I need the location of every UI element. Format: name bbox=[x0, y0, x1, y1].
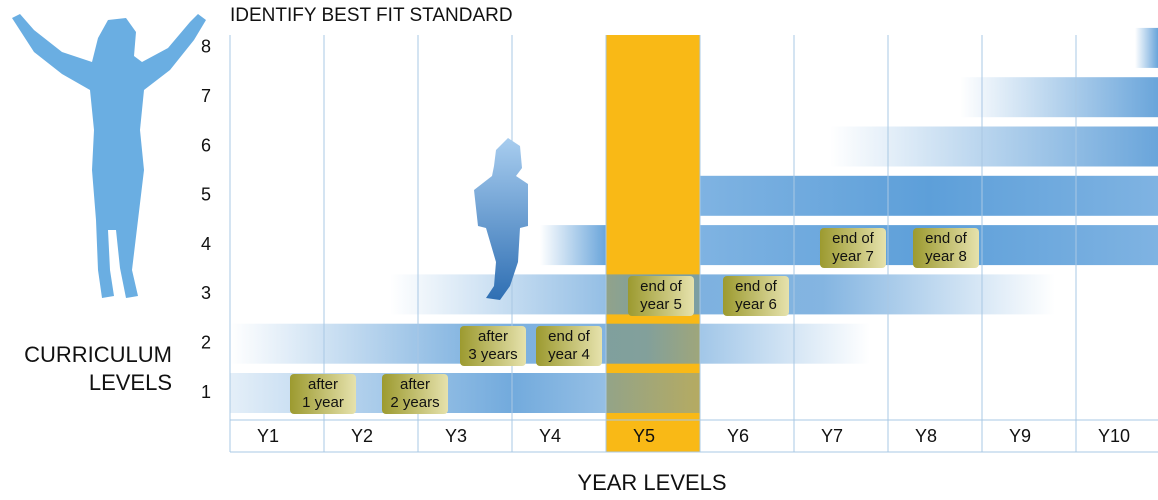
diagram: IDENTIFY BEST FIT STANDARD CURRICULUM LE… bbox=[0, 0, 1158, 500]
year-label: Y7 bbox=[821, 426, 843, 446]
year-label: Y9 bbox=[1009, 426, 1031, 446]
badge-text: end of bbox=[640, 278, 683, 295]
y-axis-label: LEVELS bbox=[89, 370, 172, 395]
badge-text: year 7 bbox=[832, 248, 874, 265]
title: IDENTIFY BEST FIT STANDARD bbox=[230, 5, 513, 26]
badge-text: year 5 bbox=[640, 296, 682, 313]
year-label: Y8 bbox=[915, 426, 937, 446]
badge-text: after bbox=[478, 328, 508, 345]
badge-text: end of bbox=[735, 278, 778, 295]
x-axis-label: YEAR LEVELS bbox=[577, 470, 726, 495]
badge-text: year 6 bbox=[735, 296, 777, 313]
level-band bbox=[1135, 28, 1158, 68]
year-label: Y2 bbox=[351, 426, 373, 446]
level-label: 4 bbox=[201, 234, 211, 254]
level-band bbox=[540, 225, 606, 265]
level-label: 6 bbox=[201, 135, 211, 155]
badge-text: after bbox=[308, 376, 338, 393]
y-axis-label: CURRICULUM bbox=[24, 342, 172, 367]
level-label: 5 bbox=[201, 185, 211, 205]
badge-text: end of bbox=[832, 230, 875, 247]
child-figure bbox=[12, 14, 206, 298]
badge-text: 3 years bbox=[468, 346, 517, 363]
badge-text: 2 years bbox=[390, 394, 439, 411]
badge-text: after bbox=[400, 376, 430, 393]
year-label: Y6 bbox=[727, 426, 749, 446]
year-label: Y4 bbox=[539, 426, 561, 446]
level-label: 2 bbox=[201, 332, 211, 352]
year-label: Y5 bbox=[633, 426, 655, 446]
year-label: Y1 bbox=[257, 426, 279, 446]
level-label: 1 bbox=[201, 382, 211, 402]
badge-text: year 4 bbox=[548, 346, 590, 363]
badge-text: year 8 bbox=[925, 248, 967, 265]
level-band bbox=[830, 127, 1158, 167]
badge-text: end of bbox=[548, 328, 591, 345]
year-label: Y3 bbox=[445, 426, 467, 446]
level-label: 8 bbox=[201, 37, 211, 57]
level-label: 3 bbox=[201, 283, 211, 303]
year-label: Y10 bbox=[1098, 426, 1130, 446]
badge-text: end of bbox=[925, 230, 968, 247]
level-band bbox=[960, 77, 1158, 117]
badge-text: 1 year bbox=[302, 394, 344, 411]
level-label: 7 bbox=[201, 86, 211, 106]
level-band bbox=[700, 176, 1158, 216]
